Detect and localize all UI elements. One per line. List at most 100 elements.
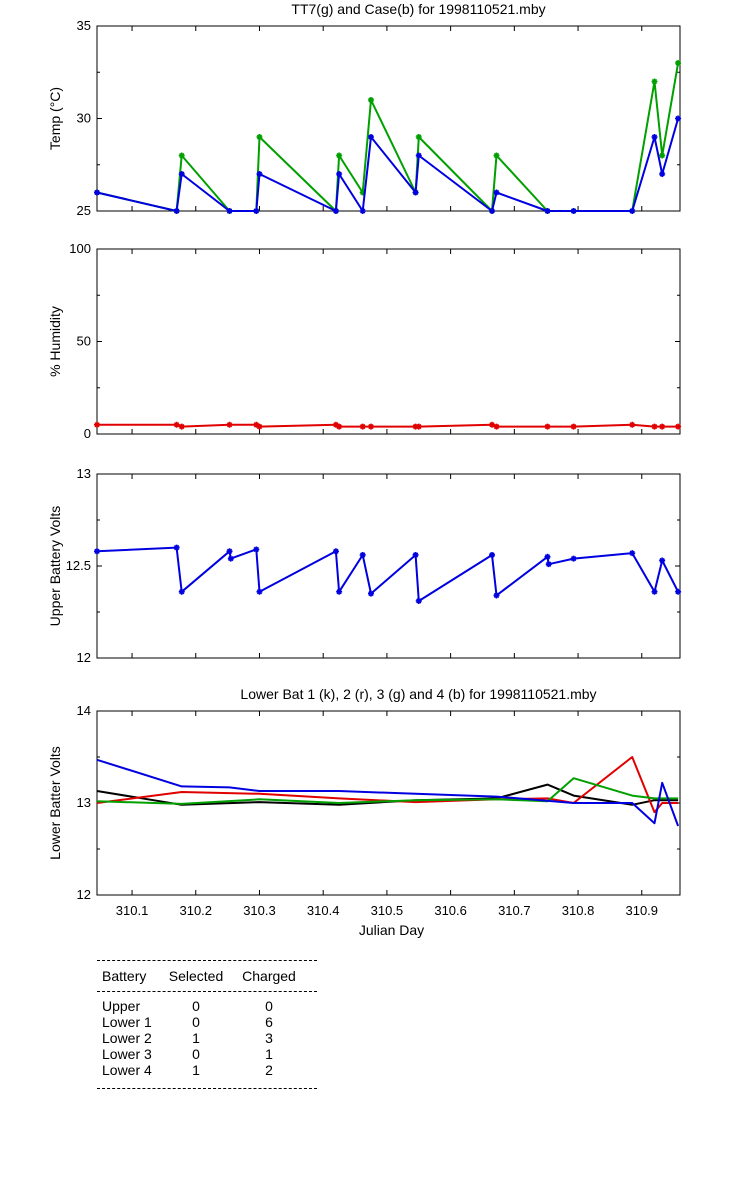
data-point-marker — [226, 421, 233, 428]
data-point-marker — [173, 208, 180, 214]
data-point-marker — [412, 551, 419, 558]
y-axis-label: % Humidity — [47, 306, 63, 377]
cell-charged: 0 — [265, 998, 273, 1014]
series-line — [96, 777, 679, 805]
cell-battery: Lower 4 — [102, 1062, 152, 1078]
data-point-marker — [489, 421, 496, 428]
cell-battery: Lower 2 — [102, 1030, 152, 1046]
y-tick-label: 14 — [77, 703, 91, 718]
x-tick-label: 310.2 — [179, 903, 212, 918]
data-point-marker — [675, 588, 682, 595]
data-point-marker — [659, 171, 666, 177]
data-point-marker — [367, 134, 374, 140]
series-lower-3 — [96, 777, 679, 805]
data-point-marker — [94, 189, 100, 196]
table-row: Lower 4 1 2 — [97, 1062, 317, 1078]
data-point-marker — [544, 208, 551, 214]
data-point-marker — [412, 423, 419, 430]
data-point-marker — [415, 152, 422, 159]
data-point-marker — [651, 588, 658, 595]
table-top-rule — [97, 960, 317, 961]
cell-selected: 1 — [192, 1030, 200, 1046]
data-point-marker — [336, 171, 343, 177]
data-point-marker — [415, 597, 422, 604]
data-point-marker — [178, 588, 185, 595]
data-point-marker — [412, 189, 419, 196]
series-lower-4 — [96, 758, 680, 827]
y-tick-label: 50 — [77, 334, 91, 349]
table-row: Upper 0 0 — [97, 998, 317, 1014]
data-point-marker — [178, 423, 185, 430]
chart-title: Lower Bat 1 (k), 2 (r), 3 (g) and 4 (b) … — [240, 686, 596, 702]
data-point-marker — [226, 208, 233, 214]
data-point-marker — [544, 553, 551, 560]
table-bottom-rule — [97, 1088, 317, 1089]
cell-selected: 0 — [192, 1014, 200, 1030]
data-point-marker — [336, 588, 343, 595]
plot-frame — [96, 25, 681, 212]
data-point-marker — [675, 423, 682, 430]
data-point-marker — [570, 555, 577, 562]
y-tick-label: 13 — [77, 795, 91, 810]
cell-selected: 1 — [192, 1062, 200, 1078]
y-axis-label: Lower Batter Volts — [47, 746, 63, 860]
data-point-marker — [675, 115, 682, 122]
series-case — [94, 115, 682, 214]
series-line — [96, 546, 679, 602]
data-point-marker — [227, 555, 234, 562]
data-point-marker — [570, 208, 577, 214]
chart-panel-1: 25 30 35 TT7(g) and Case(b) for 1998110521.… — [47, 1, 682, 218]
data-point-marker — [332, 421, 339, 428]
data-point-marker — [415, 423, 422, 430]
cell-selected: 0 — [192, 998, 200, 1014]
cell-charged: 3 — [265, 1030, 273, 1046]
plot-frame — [96, 473, 681, 659]
cell-charged: 1 — [265, 1046, 273, 1062]
cell-charged: 2 — [265, 1062, 273, 1078]
data-point-marker — [253, 546, 260, 553]
data-point-marker — [173, 421, 180, 428]
data-point-marker — [629, 421, 636, 428]
data-point-marker — [332, 208, 339, 214]
data-point-marker — [256, 588, 263, 595]
y-tick-label: 30 — [77, 111, 91, 126]
data-point-marker — [253, 208, 260, 214]
data-point-marker — [256, 134, 263, 140]
data-point-marker — [253, 421, 260, 428]
x-tick-label: 310.6 — [434, 903, 467, 918]
chart-title: TT7(g) and Case(b) for 1998110521.mby — [291, 1, 545, 17]
data-point-marker — [489, 208, 496, 214]
data-point-marker — [173, 544, 180, 551]
data-point-marker — [570, 423, 577, 430]
x-axis-label: Julian Day — [359, 922, 424, 938]
y-tick-label: 12.5 — [66, 558, 91, 573]
data-point-marker — [359, 189, 366, 196]
data-point-marker — [359, 208, 366, 214]
series-line — [96, 758, 680, 827]
data-point-marker — [256, 171, 263, 177]
series-humidity — [94, 421, 682, 430]
data-point-marker — [544, 423, 551, 430]
x-tick-label: 310.8 — [562, 903, 595, 918]
data-point-marker — [493, 189, 500, 196]
data-point-marker — [367, 97, 374, 103]
data-point-marker — [336, 423, 343, 430]
data-point-marker — [651, 134, 658, 140]
battery-table: Battery Selected Charged Upper 0 0 Lower… — [97, 960, 317, 1089]
chart-panel-4: 12 13 14 310.1 310.2 310.3 310.4 310.5 310.6 310.… — [47, 686, 681, 938]
y-tick-label: 13 — [77, 466, 91, 481]
y-tick-label: 25 — [77, 203, 91, 218]
y-tick-label: 0 — [84, 426, 91, 441]
cell-battery: Upper — [102, 998, 141, 1014]
data-point-marker — [415, 134, 422, 140]
header-selected: Selected — [168, 968, 224, 984]
data-point-marker — [651, 78, 658, 85]
cell-battery: Lower 3 — [102, 1046, 152, 1062]
data-point-marker — [493, 423, 500, 430]
table-header-rule — [97, 991, 317, 992]
y-tick-label: 35 — [77, 18, 91, 33]
data-point-marker — [493, 152, 500, 159]
data-point-marker — [651, 423, 658, 430]
data-point-marker — [94, 548, 100, 555]
